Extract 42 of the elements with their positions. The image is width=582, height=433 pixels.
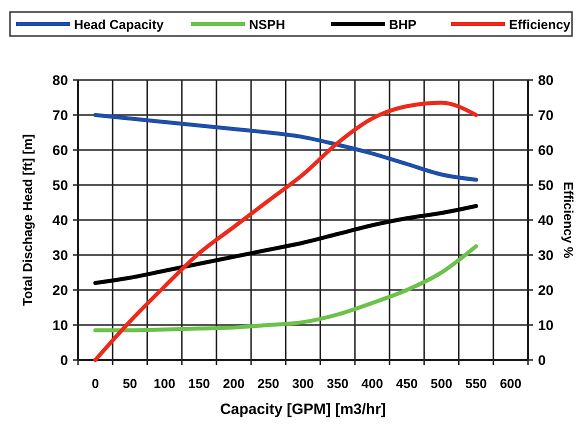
y-tick-label: 10 — [52, 317, 68, 333]
y-tick-label: 80 — [52, 72, 68, 88]
line-series — [93, 204, 478, 285]
legend-label: BHP — [389, 17, 417, 32]
y-tick-label: 40 — [52, 212, 68, 228]
x-tick-label: 450 — [396, 376, 418, 391]
x-tick-label: 250 — [258, 376, 280, 391]
x-tick-label: 600 — [500, 376, 522, 391]
y2-tick-label: 40 — [538, 212, 554, 228]
legend-label: Efficiency — [509, 17, 572, 32]
legend-label: Head Capacity — [74, 17, 164, 32]
x-tick-label: 550 — [465, 376, 487, 391]
x-tick-label: 200 — [222, 376, 245, 391]
y-tick-label: 70 — [52, 107, 68, 123]
x-tick-label: 300 — [292, 376, 314, 391]
x-tick-label: 350 — [326, 376, 348, 391]
y-axis-title: Total Dischage Head [ft] [m] — [20, 134, 35, 306]
x-tick-label: 50 — [122, 376, 138, 391]
y2-tick-label: 70 — [538, 107, 554, 123]
line-series — [93, 113, 478, 182]
x-tick-label: 100 — [154, 376, 176, 391]
y-tick-label: 20 — [52, 282, 68, 298]
line-series — [93, 244, 478, 332]
x-tick-label: 500 — [430, 376, 452, 391]
y2-tick-label: 10 — [538, 317, 554, 333]
y2-tick-label: 30 — [538, 247, 554, 263]
y2-tick-label: 80 — [538, 72, 554, 88]
line-series — [93, 100, 478, 362]
y-tick-label: 50 — [52, 177, 68, 193]
x-tick-label: 400 — [361, 376, 384, 391]
x-axis-title: Capacity [GPM] [m3/hr] — [220, 401, 386, 418]
legend-label: NSPH — [249, 17, 286, 32]
y-tick-label: 60 — [52, 142, 68, 158]
y2-tick-label: 20 — [538, 282, 554, 298]
x-tick-label: 0 — [92, 376, 99, 391]
y2-tick-label: 50 — [538, 177, 554, 193]
y-tick-label: 30 — [52, 247, 68, 263]
y2-tick-label: 0 — [538, 352, 546, 368]
y-tick-label: 0 — [60, 352, 68, 368]
y2-tick-label: 60 — [538, 142, 554, 158]
y2-axis-title: Efficiency % — [561, 182, 576, 259]
x-tick-label: 150 — [188, 376, 210, 391]
